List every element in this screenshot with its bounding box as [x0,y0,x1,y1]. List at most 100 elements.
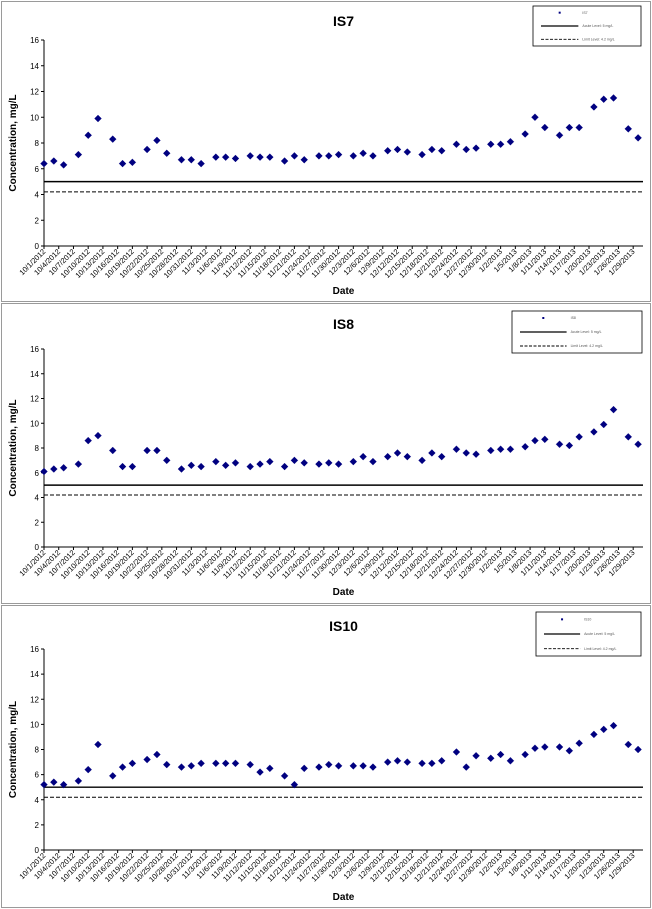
data-point [531,113,539,121]
data-point [40,467,48,476]
data-point [197,159,205,168]
data-point [349,762,358,770]
data-point [334,460,343,468]
data-point [94,740,102,749]
data-point [624,740,632,749]
data-point [393,757,402,765]
y-axis-label: Concentration, mg/L [8,94,19,191]
data-point [266,457,274,466]
legend-marker [561,618,564,621]
data-point [383,758,392,766]
y-tick-label: 4 [35,796,40,805]
data-point [624,433,632,441]
data-point [600,95,608,103]
data-point [452,140,461,149]
data-point [437,757,446,765]
data-point [163,149,171,158]
data-point [325,459,333,467]
data-point [496,140,505,149]
y-tick-label: 14 [30,670,39,679]
data-point [74,777,83,785]
data-point [634,745,642,754]
data-point [280,772,289,780]
data-point [575,433,583,441]
data-point [109,135,117,143]
data-point [487,754,495,763]
data-point [84,131,92,139]
chart-panel-is8: IS8 0 2 4 6 8 10 12 14 16 10/1/2012 10/4/2012 10/7/2… [1,303,651,604]
data-point [531,436,539,445]
data-point [40,159,48,168]
data-point [359,149,367,158]
y-tick-label: 12 [30,88,39,97]
x-axis-label: Date [333,892,355,903]
data-point [496,750,505,759]
chart-svg-is7: IS7024681012141610/1/201210/4/201210/7/2… [8,5,643,297]
data-point [256,768,264,776]
data-point [359,762,367,770]
data-point [506,137,515,146]
data-point [315,460,323,468]
data-point [590,730,598,739]
data-point [59,780,68,789]
legend-entry-label: Limit Level: 4.2 mg/L [584,647,616,651]
data-point [609,721,618,730]
data-point [256,460,264,468]
data-point [231,759,240,768]
data-point [231,154,240,163]
data-point [369,152,377,160]
data-point [221,153,230,161]
data-point [334,150,343,159]
data-point [325,152,333,160]
data-point [428,145,436,154]
chart-svg-is8: IS8024681012141610/1/201210/4/201210/7/2… [8,310,643,598]
legend-entry-label: Acute Level: 5 mg/L [582,24,613,28]
data-point [600,725,608,734]
data-point [555,440,564,449]
data-point [118,462,127,471]
data-point [452,445,461,453]
data-point [153,750,161,759]
data-point [221,759,230,768]
y-tick-label: 14 [30,370,39,379]
data-point [300,764,308,773]
data-point [472,752,480,760]
y-tick-label: 10 [30,113,39,122]
y-tick-label: 8 [35,746,40,755]
legend-entry-label: IS7 [582,11,587,15]
y-tick-label: 12 [30,695,39,704]
y-tick-label: 16 [30,645,39,654]
data-point [143,446,151,455]
y-tick-label: 16 [30,345,39,354]
data-point [246,760,254,769]
data-point [403,452,412,461]
y-tick-label: 0 [35,543,40,552]
data-point [555,131,564,139]
chart-svg-is10: IS10024681012141610/1/201210/4/201210/7/… [8,611,643,903]
data-point [300,459,308,467]
data-point [609,405,618,414]
y-tick-label: 12 [30,395,39,404]
chart-title: IS8 [333,316,354,332]
data-point [462,763,470,771]
data-point [359,452,367,461]
y-axis-label: Concentration, mg/L [8,701,19,798]
legend-entry-label: Acute Level: 5 mg/L [571,330,602,334]
data-point [541,123,549,132]
y-tick-label: 2 [35,821,40,830]
data-point [40,780,48,789]
data-point [393,449,402,457]
data-point [246,462,254,471]
chart-panel-is10: IS10 0 2 4 6 8 10 12 14 16 10/1/2012 10/4/2012 10/7/… [1,605,651,908]
data-point [428,449,436,457]
x-axis-label: Date [333,286,355,297]
data-point [315,152,323,160]
data-point [118,159,127,168]
data-point [565,123,574,132]
data-point [541,743,549,751]
data-point [590,103,598,111]
data-point [74,460,83,468]
data-point [634,440,642,449]
data-point [325,760,333,769]
data-point [280,462,289,471]
